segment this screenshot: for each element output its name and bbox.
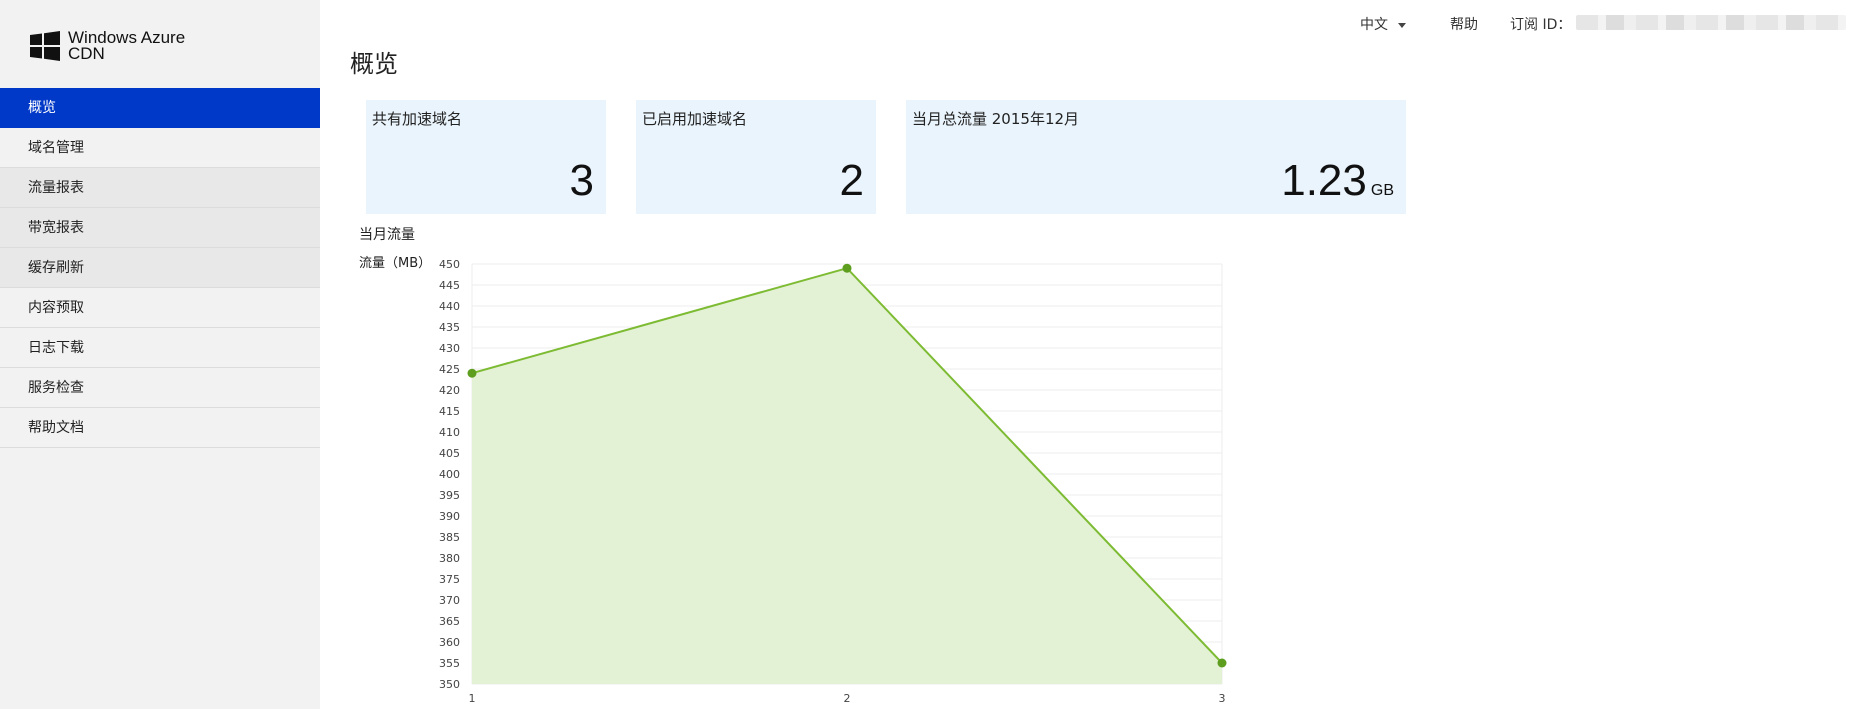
x-tick-label: 2 [844,692,851,705]
y-tick-label: 435 [439,321,460,334]
y-tick-label: 380 [439,552,460,565]
y-tick-label: 390 [439,510,460,523]
language-selector[interactable]: 中文 [1360,14,1406,34]
chevron-down-icon [1398,22,1406,28]
y-tick-label: 395 [439,489,460,502]
sidebar-item-log-download[interactable]: 日志下载 [0,328,320,368]
y-tick-label: 400 [439,468,460,481]
logo-text: Windows Azure CDN [68,28,186,63]
chart-y-axis-label: 流量（MB） [359,256,432,271]
sidebar-item-content-prefetch[interactable]: 内容预取 [0,288,320,328]
y-tick-label: 370 [439,594,460,607]
stat-card-label: 当月总流量 2015年12月 [912,110,1080,128]
stat-card-enabled-domains: 已启用加速域名 2 [636,100,876,214]
sidebar-item-traffic-report[interactable]: 流量报表 [0,168,320,208]
stat-card-unit: GB [1370,182,1394,199]
data-point [842,263,852,273]
y-tick-label: 415 [439,405,460,418]
stat-card-monthly-traffic: 当月总流量 2015年12月 1.23 GB [906,100,1406,214]
y-tick-label: 365 [439,615,460,628]
subscription-id: 订阅 ID： [1510,14,1571,34]
y-tick-label: 360 [439,636,460,649]
series-area [472,268,1222,684]
y-tick-label: 405 [439,447,460,460]
stat-card-label: 已启用加速域名 [642,110,748,128]
x-tick-label: 3 [1219,692,1226,705]
y-tick-label: 440 [439,300,460,313]
stat-card-value: 1.23 GB [1281,156,1394,216]
sidebar-item-cache-refresh[interactable]: 缓存刷新 [0,248,320,288]
stat-card-number: 3 [569,156,594,205]
y-tick-label: 430 [439,342,460,355]
subscription-id-redacted [1576,15,1846,30]
data-point [467,368,477,378]
language-label: 中文 [1360,17,1388,33]
logo-line-1: Windows Azure [68,28,186,47]
sidebar-item-overview[interactable]: 概览 [0,88,320,128]
help-link[interactable]: 帮助 [1450,17,1478,33]
y-tick-label: 350 [439,678,460,691]
subscription-label: 订阅 ID： [1510,17,1572,33]
sidebar: Windows Azure CDN 概览 域名管理 流量报表 带宽报表 缓存刷新… [0,0,320,709]
sidebar-item-bandwidth-report[interactable]: 带宽报表 [0,208,320,248]
y-tick-label: 420 [439,384,460,397]
sidebar-item-domain-management[interactable]: 域名管理 [0,128,320,168]
logo-line-2: CDN [68,44,105,63]
stat-card-number: 2 [839,156,864,205]
sidebar-nav: 概览 域名管理 流量报表 带宽报表 缓存刷新 内容预取 日志下载 服务检查 帮助… [0,88,320,448]
y-tick-label: 385 [439,531,460,544]
data-point [1217,658,1227,668]
y-tick-label: 355 [439,657,460,670]
sidebar-item-help-docs[interactable]: 帮助文档 [0,408,320,448]
y-tick-label: 445 [439,279,460,292]
logo: Windows Azure CDN [30,28,186,63]
y-tick-label: 375 [439,573,460,586]
stat-card-total-domains: 共有加速域名 3 [366,100,606,214]
y-tick-label: 450 [439,258,460,271]
y-tick-label: 410 [439,426,460,439]
stat-card-number: 1.23 [1281,156,1367,205]
stat-card-label: 共有加速域名 [372,110,463,128]
sidebar-item-service-check[interactable]: 服务检查 [0,368,320,408]
page-title: 概览 [350,50,398,78]
x-tick-label: 1 [469,692,476,705]
chart-title: 当月流量 [359,227,415,243]
y-tick-label: 425 [439,363,460,376]
traffic-chart: 350 355 360 365 370 375 380 385 390 395 400 405 410 4… [439,258,1227,705]
stat-card-value: 3 [570,156,594,206]
stat-card-value: 2 [840,156,864,206]
windows-logo-icon [30,31,60,61]
